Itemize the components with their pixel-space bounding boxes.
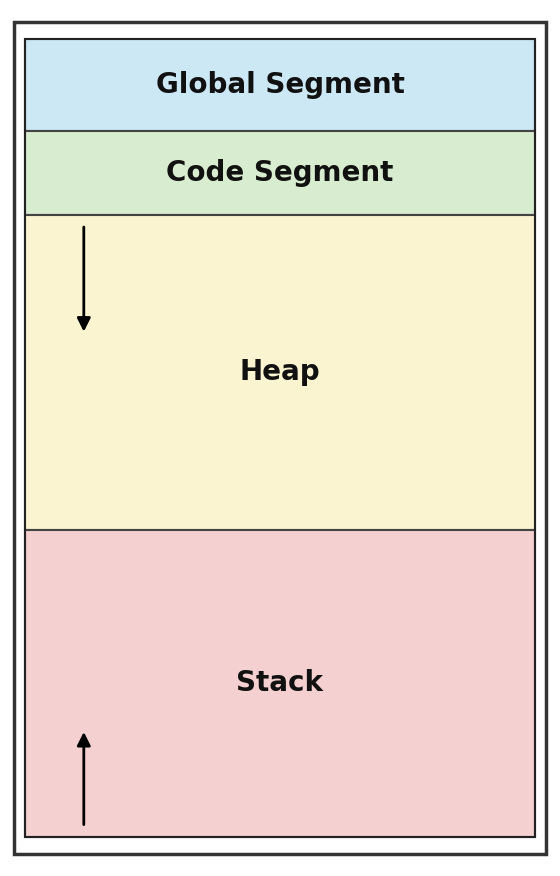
Text: Code Segment: Code Segment bbox=[166, 159, 394, 187]
Bar bbox=[25, 530, 535, 837]
Bar bbox=[25, 131, 535, 215]
Text: Global Segment: Global Segment bbox=[156, 71, 404, 99]
Bar bbox=[25, 215, 535, 530]
Text: Stack: Stack bbox=[236, 669, 324, 697]
Text: Heap: Heap bbox=[240, 358, 320, 386]
Bar bbox=[25, 39, 535, 131]
